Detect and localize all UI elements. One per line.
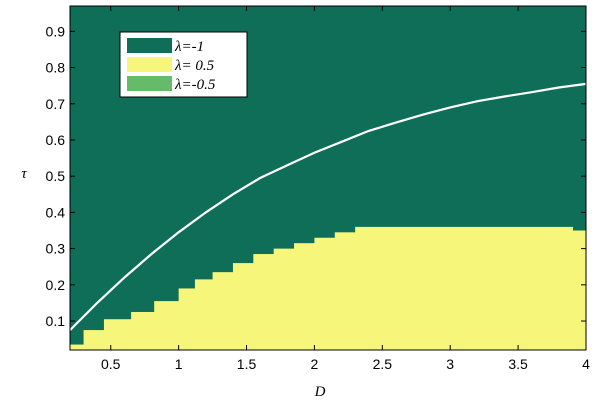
legend-label: λ= 0.5 bbox=[174, 58, 215, 74]
y-tick-label: 0.6 bbox=[46, 132, 66, 148]
plot-frame bbox=[69, 5, 587, 351]
region-step bbox=[294, 243, 316, 350]
y-tick-label: 0.4 bbox=[46, 204, 66, 220]
region-step bbox=[70, 344, 85, 350]
legend-swatch bbox=[127, 57, 172, 72]
region-step bbox=[572, 230, 587, 350]
region-step bbox=[178, 288, 196, 350]
y-tick-label: 0.5 bbox=[46, 168, 66, 184]
region-step bbox=[154, 301, 180, 350]
x-tick-label: 3.5 bbox=[508, 356, 528, 372]
y-axis: 0.1 0.2 0.3 0.4 0.5 0.6 0.7 0.8 0.9 bbox=[46, 23, 586, 329]
legend: λ=-1 λ= 0.5 λ=-0.5 bbox=[119, 31, 248, 98]
y-tick-label: 0.7 bbox=[46, 96, 66, 112]
x-tick-label: 0.5 bbox=[101, 356, 121, 372]
y-tick-label: 0.2 bbox=[46, 277, 66, 293]
x-tick-label: 2.5 bbox=[373, 356, 393, 372]
region-step bbox=[131, 311, 155, 350]
y-tick-label: 0.3 bbox=[46, 241, 66, 257]
x-tick-label: 1 bbox=[175, 356, 183, 372]
y-tick-label: 0.9 bbox=[46, 23, 66, 39]
x-tick-label: 2 bbox=[311, 356, 319, 372]
legend-swatch bbox=[127, 76, 172, 91]
region-step bbox=[253, 254, 275, 350]
legend-label: λ=-1 bbox=[174, 39, 204, 55]
region-step bbox=[103, 319, 132, 350]
x-tick-label: 1.5 bbox=[237, 356, 257, 372]
region-step bbox=[194, 279, 214, 350]
region-step bbox=[232, 263, 254, 350]
legend-swatch bbox=[127, 38, 172, 53]
plot-area bbox=[69, 5, 587, 351]
x-axis-label: D bbox=[314, 384, 326, 400]
series-line bbox=[69, 82, 587, 331]
region-step bbox=[314, 237, 336, 350]
y-tick-label: 0.8 bbox=[46, 60, 66, 76]
y-tick-label: 0.1 bbox=[46, 313, 66, 329]
region-step bbox=[334, 232, 356, 350]
legend-label: λ=-0.5 bbox=[174, 77, 216, 93]
x-tick-label: 4 bbox=[582, 356, 590, 372]
region-step bbox=[355, 226, 574, 350]
region-step bbox=[273, 248, 295, 350]
region-step bbox=[83, 330, 105, 350]
x-tick-label: 3 bbox=[446, 356, 454, 372]
x-axis: 0.5 1 1.5 2 2.5 3 3.5 4 bbox=[101, 6, 590, 372]
y-axis-label: τ bbox=[21, 166, 27, 182]
region-step bbox=[212, 272, 234, 350]
